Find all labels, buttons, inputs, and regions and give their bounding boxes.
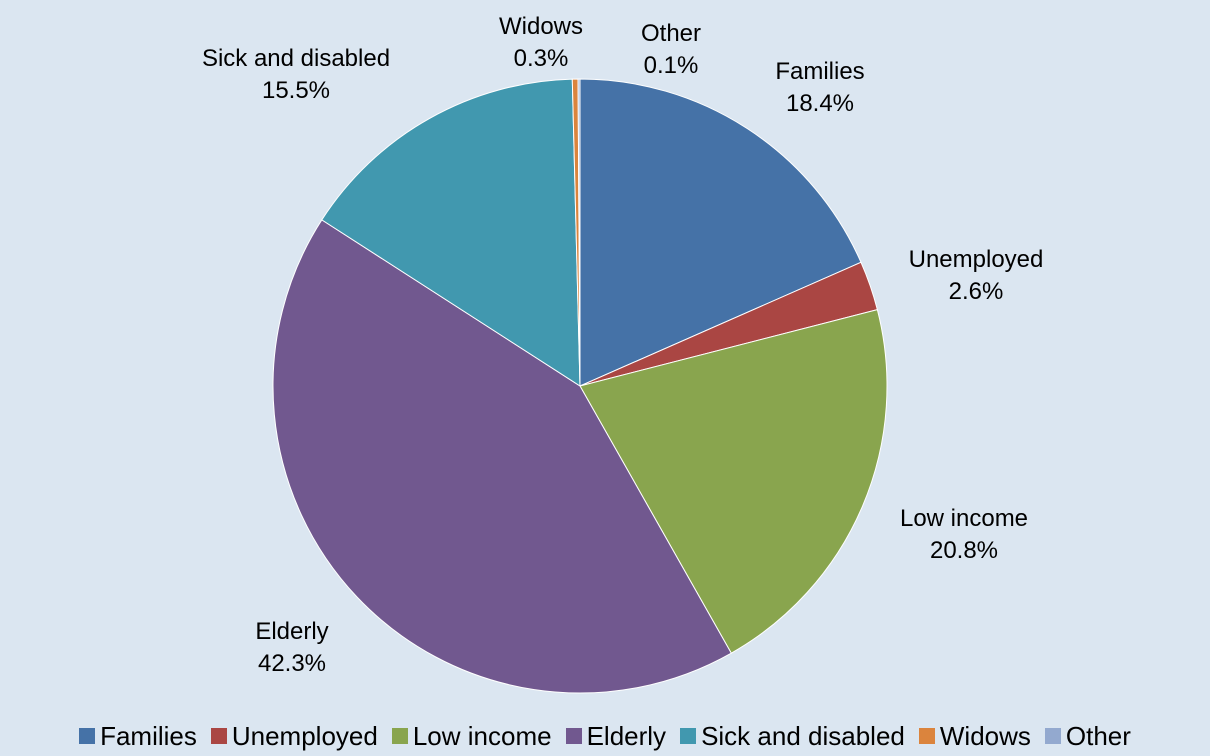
data-label-value: 18.4%: [786, 90, 854, 117]
legend-label: Unemployed: [231, 720, 378, 751]
legend-item-elderly: Elderly: [565, 720, 667, 752]
data-label-value: 20.8%: [930, 537, 998, 564]
legend-swatch: [210, 728, 227, 744]
legend-swatch: [680, 728, 697, 744]
legend-item-sick-and-disabled: Sick and disabled: [680, 721, 905, 752]
legend-swatch: [79, 728, 96, 744]
data-label-unemployed: Unemployed 2.6%: [909, 246, 1044, 305]
legend-swatch: [1044, 728, 1061, 744]
data-label-other: Other 0.1%: [641, 20, 701, 79]
legend-label: Other: [1065, 720, 1131, 751]
data-label-value: 0.1%: [644, 52, 699, 79]
pie-slice-low-income: [579, 309, 888, 654]
data-label-name: Families: [775, 58, 864, 85]
data-label-name: Elderly: [255, 618, 328, 645]
data-label-sick-and-disabled: Sick and disabled 15.5%: [202, 45, 390, 104]
data-label-name: Low income: [900, 505, 1028, 532]
pie-slice-families: [579, 78, 862, 387]
legend-swatch: [918, 728, 935, 744]
legend-item-families: Families: [79, 721, 197, 752]
data-label-name: Unemployed: [909, 246, 1044, 273]
legend-label: Widows: [939, 720, 1031, 751]
data-label-widows: Widows 0.3%: [499, 13, 583, 72]
data-label-families: Families 18.4%: [775, 58, 864, 117]
legend-label: Sick and disabled: [701, 720, 905, 751]
data-label-name: Other: [641, 20, 701, 47]
pie-slices: [272, 78, 888, 694]
data-label-elderly: Elderly 42.3%: [255, 618, 328, 677]
pie-slice-other: [577, 78, 581, 387]
legend-item-unemployed: Unemployed: [210, 720, 378, 752]
legend: Families Unemployed Low income Elderly Sick …: [0, 716, 1210, 756]
pie-data-labels: Families 18.4% Unemployed 2.6% Low income 20.…: [202, 13, 1043, 677]
data-label-value: 15.5%: [262, 77, 330, 104]
data-label-value: 42.3%: [258, 650, 326, 677]
legend-label: Families: [100, 720, 197, 751]
legend-swatch: [565, 728, 582, 744]
data-label-name: Widows: [499, 13, 583, 40]
data-label-value: 0.3%: [514, 45, 569, 72]
data-label-value: 2.6%: [949, 278, 1004, 305]
pie-slice-sick-and-disabled: [321, 78, 581, 387]
pie-slice-elderly: [272, 219, 732, 694]
legend-item-widows: Widows: [918, 720, 1031, 752]
legend-label: Low income: [412, 720, 552, 751]
legend-item-low-income: Low income: [391, 720, 552, 752]
legend-label: Elderly: [586, 720, 667, 751]
data-label-name: Sick and disabled: [202, 45, 390, 72]
legend-swatch: [391, 728, 408, 744]
data-label-low-income: Low income 20.8%: [900, 505, 1028, 564]
legend-item-other: Other: [1044, 720, 1131, 752]
